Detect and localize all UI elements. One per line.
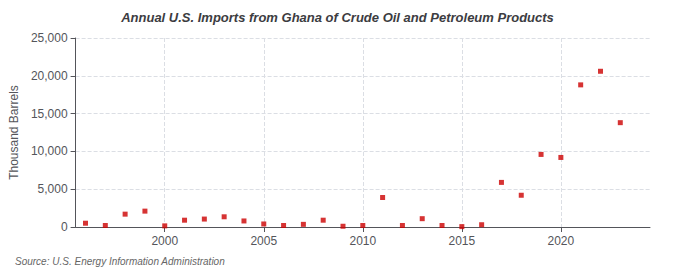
svg-text:25,000: 25,000 (31, 31, 68, 45)
svg-text:2000: 2000 (151, 234, 178, 248)
svg-text:2015: 2015 (448, 234, 475, 248)
svg-text:2005: 2005 (250, 234, 277, 248)
svg-text:5,000: 5,000 (38, 182, 68, 196)
svg-text:Source: U.S. Energy Informatio: Source: U.S. Energy Information Administ… (15, 256, 225, 267)
svg-text:2020: 2020 (548, 234, 575, 248)
svg-text:10,000: 10,000 (31, 144, 68, 158)
svg-text:Annual U.S. Imports from Ghana: Annual U.S. Imports from Ghana of Crude … (120, 10, 554, 25)
svg-text:15,000: 15,000 (31, 107, 68, 121)
svg-text:2010: 2010 (349, 234, 376, 248)
svg-text:20,000: 20,000 (31, 69, 68, 83)
svg-text:0: 0 (61, 220, 68, 234)
svg-text:Thousand Barrels: Thousand Barrels (7, 85, 21, 180)
